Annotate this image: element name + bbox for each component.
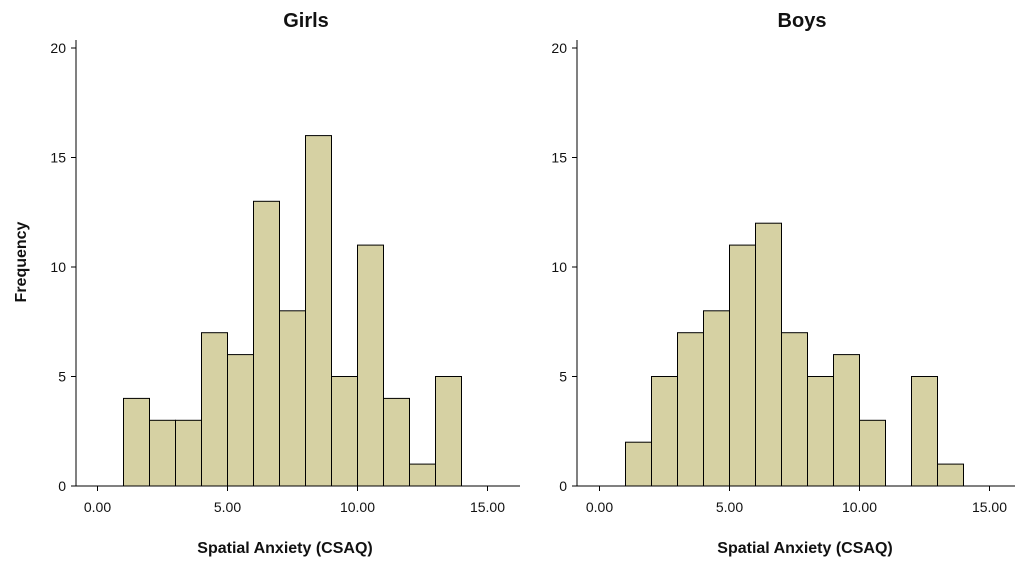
boys-bar-6 (755, 222, 782, 487)
girls-bar-4 (201, 332, 228, 487)
girls-bars (123, 135, 462, 487)
boys-panel: Boys Spatial Anxiety (CSAQ) 0 5 10 15 20 0.00… (551, 10, 1015, 557)
girls-bar-12 (409, 463, 436, 487)
boys-bar-3 (677, 332, 704, 487)
boys-bar-9 (833, 354, 860, 487)
boys-y-tick-label-20: 20 (551, 40, 567, 56)
girls-y-tick-label-15: 15 (50, 150, 66, 166)
girls-bar-5 (227, 354, 254, 487)
girls-y-tick-label-5: 5 (58, 369, 66, 385)
girls-x-tick-label-0: 0.00 (84, 499, 111, 515)
girls-bar-6 (253, 200, 280, 487)
girls-axes: 0 5 10 15 20 0.00 5.00 10.00 15.00 (50, 40, 520, 515)
boys-y-tick-label-15: 15 (551, 150, 567, 166)
girls-bar-3 (175, 419, 202, 487)
boys-bar-4 (703, 310, 730, 487)
girls-x-tick-label-5: 5.00 (214, 499, 241, 515)
boys-y-tick-label-10: 10 (551, 259, 567, 275)
boys-x-axis-title: Spatial Anxiety (CSAQ) (717, 540, 892, 557)
girls-y-tick-label-0: 0 (58, 478, 66, 494)
girls-bar-8 (305, 135, 332, 487)
girls-bar-10 (357, 244, 384, 487)
girls-bar-7 (279, 310, 306, 487)
girls-panel: Girls Frequency Spatial Anxiety (CSAQ) 0… (13, 10, 520, 557)
girls-bar-9 (331, 376, 358, 487)
boys-y-tick-label-0: 0 (559, 478, 567, 494)
boys-bar-10 (859, 419, 886, 487)
girls-bar-11 (383, 397, 410, 487)
boys-bar-7 (781, 332, 808, 487)
girls-bar-13 (435, 376, 462, 487)
girls-panel-title: Girls (283, 10, 329, 32)
boys-bar-11 (911, 376, 938, 487)
girls-x-axis-title: Spatial Anxiety (CSAQ) (197, 540, 372, 557)
girls-bar-1 (123, 397, 150, 487)
boys-bar-1 (625, 441, 652, 487)
boys-y-tick-label-5: 5 (559, 369, 567, 385)
boys-panel-title: Boys (778, 10, 827, 32)
girls-bar-2 (149, 419, 176, 487)
boys-bars (625, 222, 964, 487)
girls-x-tick-label-15: 15.00 (470, 499, 505, 515)
boys-x-tick-label-0: 0.00 (586, 499, 613, 515)
boys-bar-8 (807, 376, 834, 487)
girls-x-tick-label-10: 10.00 (340, 499, 375, 515)
girls-y-tick-label-20: 20 (50, 40, 66, 56)
boys-x-tick-label-5: 5.00 (716, 499, 743, 515)
boys-axes: 0 5 10 15 20 0.00 5.00 10.00 15.00 (551, 40, 1015, 515)
girls-y-axis-title: Frequency (13, 221, 30, 302)
boys-bar-2 (651, 376, 678, 487)
boys-bar-12 (937, 463, 964, 487)
girls-y-tick-label-10: 10 (50, 259, 66, 275)
boys-bar-5 (729, 244, 756, 487)
boys-x-tick-label-15: 15.00 (972, 499, 1007, 515)
boys-x-tick-label-10: 10.00 (842, 499, 877, 515)
